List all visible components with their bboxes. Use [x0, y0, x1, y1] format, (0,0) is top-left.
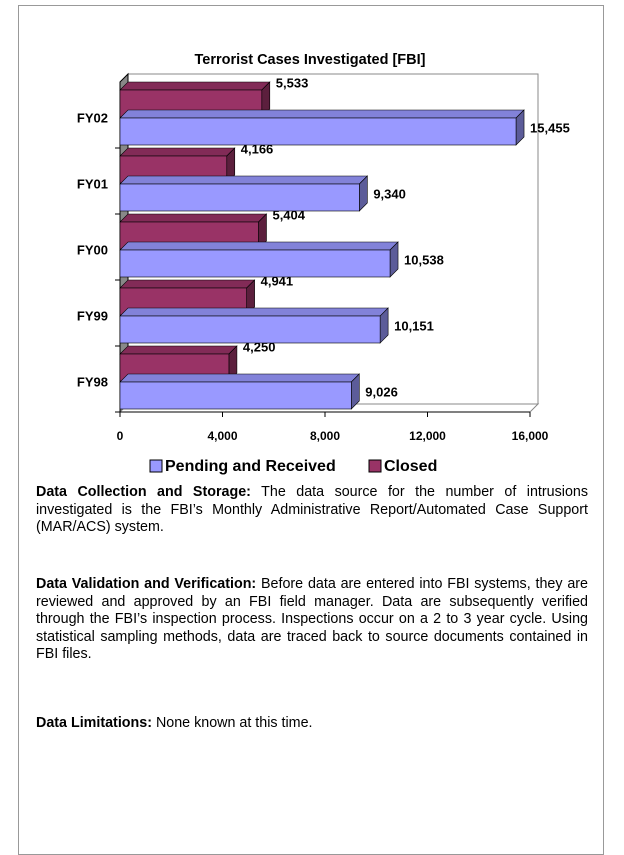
section-heading: Data Collection and Storage:: [36, 484, 251, 500]
legend-swatch: [149, 459, 163, 473]
section-heading: Data Limitations:: [36, 715, 152, 731]
bar: [119, 249, 391, 278]
value-label: 5,533: [276, 75, 309, 90]
y-tick-label: FY02: [77, 110, 108, 125]
value-label: 10,538: [404, 252, 444, 267]
section: Data Limitations: None known at this tim…: [36, 715, 588, 733]
value-label: 9,026: [365, 384, 398, 399]
legend-swatch: [368, 459, 382, 473]
value-label: 9,340: [373, 186, 406, 201]
bar-top: [119, 175, 369, 185]
legend-label: Closed: [384, 458, 437, 475]
section-heading: Data Validation and Verification:: [36, 576, 257, 592]
x-tick-label: 8,000: [310, 429, 340, 443]
bar-top: [119, 373, 361, 383]
x-tick-label: 16,000: [512, 429, 549, 443]
bar-top: [119, 109, 525, 119]
x-tick-label: 4,000: [207, 429, 237, 443]
section-text: Before data are entered into FBI systems…: [36, 576, 588, 663]
bar-top: [119, 147, 236, 157]
y-tick-label: FY01: [77, 176, 108, 191]
bar: [119, 183, 360, 212]
section: Data Validation and Verification: Before…: [36, 576, 588, 664]
y-tick-label: FY99: [77, 308, 108, 323]
bar: [119, 315, 381, 344]
bar-top: [119, 81, 271, 91]
bar-top: [119, 307, 389, 317]
bar-top: [119, 279, 256, 289]
chart: Terrorist Cases Investigated [FBI] 0 4,00…: [77, 52, 570, 475]
value-label: 10,151: [394, 318, 434, 333]
chart-title: Terrorist Cases Investigated [FBI]: [195, 52, 426, 68]
bar-top: [119, 345, 238, 355]
section-text: The data source for the number of intrus…: [36, 484, 588, 536]
bar-top: [119, 213, 268, 223]
section-text: None known at this time.: [151, 715, 313, 731]
y-tick-label: FY98: [77, 374, 108, 389]
bar: [119, 381, 352, 410]
x-tick-label: 0: [117, 429, 124, 443]
bar: [119, 117, 517, 146]
y-tick-label: FY00: [77, 242, 108, 257]
value-label: 15,455: [530, 120, 570, 135]
x-tick-label: 12,000: [409, 429, 446, 443]
section: Data Collection and Storage: The data so…: [36, 484, 588, 537]
legend-label: Pending and Received: [165, 458, 336, 475]
bar-top: [119, 241, 399, 251]
